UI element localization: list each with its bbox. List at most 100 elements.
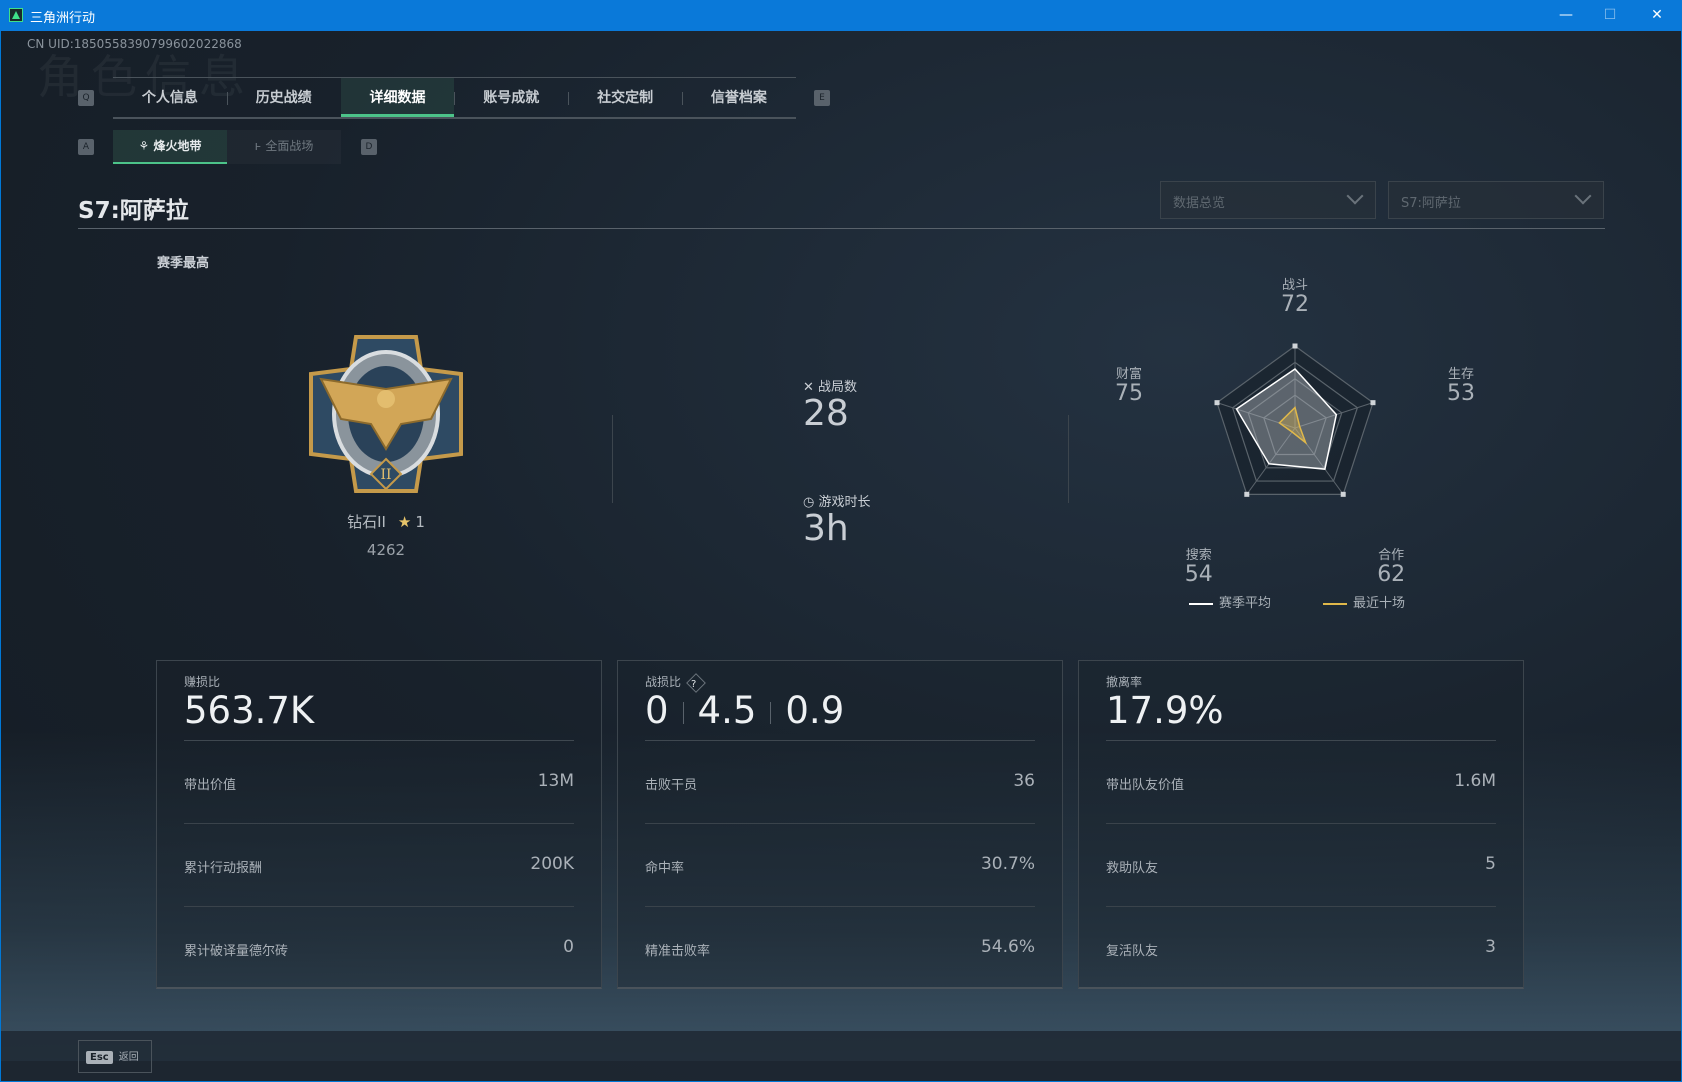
stopwatch-icon: ◷: [803, 495, 819, 510]
tab-prev-key[interactable]: Q: [78, 90, 94, 106]
kd-value: 0.9: [785, 689, 845, 732]
radar-axis-label: 财富: [1116, 366, 1143, 382]
close-button[interactable]: ✕: [1651, 7, 1663, 23]
divider: [184, 740, 574, 741]
radar-axis-label: 生存: [1447, 366, 1474, 382]
stat-key: 带出价值: [184, 778, 237, 793]
flame-zone-icon: ⚘: [138, 139, 154, 153]
rank-score: 4262: [366, 541, 406, 559]
legend-swatch: [1323, 602, 1347, 605]
divider: [612, 415, 613, 503]
bottom-bar: Esc 返回: [1, 1031, 1681, 1081]
tab-achievements[interactable]: 账号成就: [454, 78, 568, 117]
subtab-flame-zone[interactable]: ⚘ 烽火地带: [113, 130, 227, 164]
playtime-label: ◷ 游戏时长: [803, 491, 871, 510]
svg-text:II: II: [380, 467, 391, 483]
chevron-down-icon: [1574, 187, 1592, 205]
rank-stars: 1: [415, 513, 425, 531]
card-label: 战损比?: [645, 672, 706, 693]
rank-name: 钻石II ★ 1: [301, 511, 471, 532]
tab-detailed-data[interactable]: 详细数据: [340, 78, 455, 117]
tab-credit[interactable]: 信誉档案: [681, 78, 796, 117]
legend-recent-ten: 最近十场: [1323, 592, 1405, 611]
chevron-down-icon: [1346, 187, 1364, 205]
radar-vertex-marker: [1292, 343, 1298, 349]
back-label: 返回: [118, 1052, 139, 1063]
card-label: 撤离率: [1106, 675, 1143, 689]
kd-card: 战损比? 0 4.5 0.9 击败干员 36 命中率 30.7% 精准击败率 54.6%: [617, 660, 1063, 989]
crossed-swords-icon: ✕: [803, 380, 819, 395]
radar-axis-label: 合作: [1378, 548, 1405, 564]
playtime-label-text: 游戏时长: [818, 495, 871, 510]
profit-card: 赚损比 563.7K 带出价值 13M 累计行动报酬 200K 累计破译量德尔砖 0: [156, 660, 602, 989]
radar-axis-label: 战斗: [1281, 278, 1308, 293]
battlefield-icon: ⱶ: [254, 139, 266, 153]
stat-value: 36: [1013, 771, 1035, 791]
legend-label: 最近十场: [1353, 596, 1406, 611]
legend-season-avg: 赛季平均: [1189, 592, 1271, 611]
stat-key: 击败干员: [645, 778, 698, 793]
legend-swatch: [1189, 602, 1213, 605]
stat-key: 带出队友价值: [1106, 778, 1185, 793]
tab-social[interactable]: 社交定制: [568, 78, 682, 117]
radar-axis: [1216, 402, 1296, 429]
tab-next-key[interactable]: E: [814, 90, 830, 106]
maximize-button[interactable]: ☐: [1603, 7, 1617, 23]
game-window: 角色信息 CN UID:1850558390799602022868 Q 个人信…: [1, 31, 1681, 1081]
app-logo-icon: [9, 8, 23, 22]
radar-vertex-marker: [1244, 491, 1250, 497]
card-label-text: 战损比: [645, 675, 682, 689]
season-best-heading: 赛季最高: [157, 256, 210, 271]
radar-axis-value: 72: [1281, 292, 1309, 317]
stat-row: 复活队友 3: [1106, 907, 1496, 990]
stat-row: 带出价值 13M: [184, 741, 574, 824]
stat-row: 救助队友 5: [1106, 824, 1496, 907]
background-fog: [1, 731, 1681, 1061]
window-title: 三角洲行动: [30, 11, 96, 26]
radar-axis: [1246, 427, 1296, 495]
stat-value: 3: [1485, 937, 1496, 957]
main-tabs: 个人信息 历史战绩 详细数据 账号成就 社交定制 信誉档案: [113, 77, 796, 119]
radar-series-recent-ten: [1278, 406, 1308, 445]
stat-value: 1.6M: [1454, 771, 1496, 791]
view-dropdown[interactable]: 数据总览: [1160, 181, 1376, 219]
minimize-button[interactable]: —: [1559, 7, 1573, 23]
radar-grid-ring: [1263, 394, 1327, 456]
radar-axis-value: 62: [1377, 562, 1406, 588]
rank-medal-icon: II: [309, 335, 463, 493]
esc-key: Esc: [86, 1051, 113, 1064]
stat-value: 200K: [530, 854, 574, 874]
divider: [645, 740, 1035, 741]
kd-value: 4.5: [697, 689, 757, 732]
radar-vertex-marker: [1340, 491, 1346, 497]
season-title: S7:阿萨拉: [78, 198, 189, 224]
star-icon: ★: [397, 513, 412, 531]
radar-axis-label: 搜索: [1185, 548, 1212, 564]
radar-svg: [1214, 343, 1376, 497]
subtab-battlefield[interactable]: ⱶ 全面战场: [227, 130, 341, 164]
stat-value: 0: [563, 937, 574, 957]
card-value: 17.9%: [1106, 689, 1224, 732]
matches-label: ✕ 战局数: [803, 376, 857, 395]
subtab-label: 全面战场: [265, 139, 314, 153]
tab-history[interactable]: 历史战绩: [226, 78, 341, 117]
subtab-prev-key[interactable]: A: [78, 139, 94, 155]
subtab-next-key[interactable]: D: [361, 139, 377, 155]
stat-row: 击败干员 36: [645, 741, 1035, 824]
radar-vertex-marker: [1214, 400, 1220, 406]
stat-value: 30.7%: [980, 854, 1035, 874]
radar-series-season-avg: [1235, 367, 1338, 470]
card-label: 赚损比: [184, 675, 221, 689]
rank-label: 钻石II: [347, 513, 386, 531]
stat-key: 精准击败率: [645, 944, 711, 959]
back-button[interactable]: Esc 返回: [78, 1040, 152, 1073]
tab-personal-info[interactable]: 个人信息: [141, 90, 198, 106]
season-dropdown[interactable]: S7:阿萨拉: [1388, 181, 1604, 219]
stat-key: 复活队友: [1106, 944, 1159, 959]
title-bar: 三角洲行动 — ☐ ✕: [0, 0, 1682, 31]
extract-card: 撤离率 17.9% 带出队友价值 1.6M 救助队友 5 复活队友 3: [1078, 660, 1524, 989]
divider: [1068, 415, 1069, 503]
stat-row: 命中率 30.7%: [645, 824, 1035, 907]
radar-grid-ring: [1231, 361, 1359, 482]
radar-axis: [1294, 427, 1344, 495]
